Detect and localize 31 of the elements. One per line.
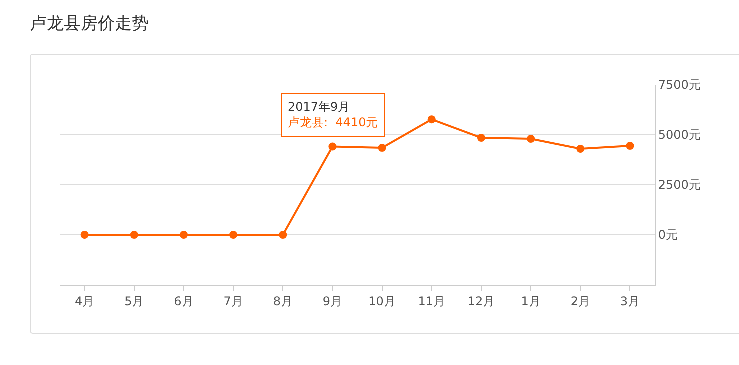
x-tick-label: 12月 — [468, 294, 496, 308]
x-tick-label: 6月 — [174, 294, 194, 308]
point — [279, 231, 288, 239]
point — [428, 116, 436, 124]
point — [130, 231, 138, 239]
point — [180, 231, 188, 239]
x-tick-label: 2月 — [570, 294, 590, 308]
annotation: 2017年9月 — [288, 100, 350, 114]
x-tick-label: 11月 — [418, 294, 446, 308]
point — [576, 145, 585, 153]
point — [328, 142, 337, 151]
point — [378, 144, 386, 152]
x-tick-label: 1月 — [521, 294, 541, 308]
y-tick-label: 7500元 — [658, 78, 701, 92]
annotation: 卢龙县: 4410元 — [288, 116, 378, 130]
point — [527, 135, 536, 143]
x-tick-label: 4月 — [74, 294, 95, 308]
x-tick-label: 5月 — [124, 294, 144, 308]
y-tick-label: 2500元 — [658, 178, 701, 192]
point — [80, 231, 89, 239]
point — [626, 142, 634, 150]
y-tick-label: 5000元 — [658, 128, 701, 142]
chart-title: 卢龙县房价走势 — [30, 13, 149, 35]
x-tick-label: 7月 — [224, 294, 244, 308]
x-tick-label: 3月 — [620, 294, 640, 308]
x-tick-label: 10月 — [368, 294, 396, 308]
point — [477, 134, 486, 142]
y-tick-label: 0元 — [658, 228, 678, 242]
x-tick-label: 9月 — [322, 294, 343, 308]
x-tick-label: 8月 — [273, 294, 293, 308]
point — [230, 231, 238, 239]
